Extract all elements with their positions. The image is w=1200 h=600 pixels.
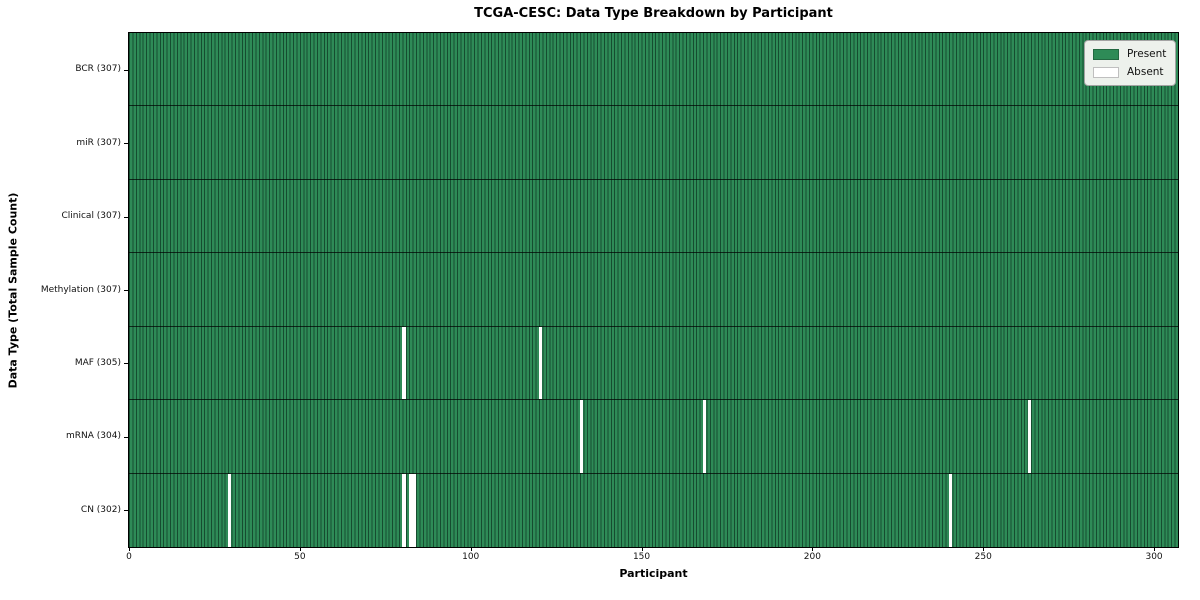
absent-swatch-icon [1093,66,1119,78]
heatmap-row-cn [129,473,1178,547]
legend-item-absent: Absent [1093,66,1166,78]
absent-cell [402,326,406,400]
x-tick-label: 300 [1145,552,1163,562]
heatmap-plot-area [128,32,1179,548]
y-tick-label-cn: CN (302) [80,504,121,515]
absent-cell [539,326,543,400]
y-tick-mark [124,363,128,365]
x-tick-mark [470,547,472,551]
legend-label-present: Present [1127,48,1167,60]
legend: Present Absent [1084,40,1177,86]
heatmap-row-maf [129,326,1178,401]
absent-cell [1027,400,1032,473]
y-tick-label-methylation: Methylation (307) [40,284,121,295]
y-tick-label-mrna: mRNA (304) [66,431,121,442]
heatmap-rows [129,33,1178,547]
absent-cell [402,473,406,547]
absent-cell [580,400,584,473]
x-tick-label: 50 [294,552,306,562]
heatmap-row-clinical [129,179,1178,254]
y-tick-mark [124,436,128,438]
x-tick-mark [129,547,130,551]
absent-cell [409,473,413,547]
x-tick-mark [1154,547,1156,551]
absent-cell [703,400,707,473]
x-axis-label: Participant [619,567,688,580]
x-tick-label: 0 [126,552,132,562]
y-tick-mark [124,216,128,218]
x-tick-label: 100 [462,552,480,562]
heatmap-row-mrna [129,400,1178,474]
legend-item-present: Present [1093,48,1166,60]
x-tick-mark [641,547,643,551]
x-tick-label: 150 [632,552,651,562]
y-tick-mark [124,143,128,145]
x-tick-mark [812,547,814,551]
x-tick-mark [983,547,985,551]
chart-title: TCGA-CESC: Data Type Breakdown by Partic… [474,6,833,21]
y-tick-label-clinical: Clinical (307) [61,211,121,222]
y-tick-label-maf: MAF (305) [74,357,121,368]
heatmap-row-bcr [129,33,1178,107]
heatmap-row-methylation [129,253,1178,327]
absent-cell [228,473,232,547]
x-tick-label: 250 [974,552,992,562]
y-tick-mark [124,510,128,512]
absent-cell [412,473,416,547]
y-tick-label-bcr: BCR (307) [75,64,121,75]
legend-label-absent: Absent [1127,66,1164,78]
y-tick-mark [124,69,128,71]
x-tick-mark [299,547,301,551]
absent-cell [949,473,953,547]
x-tick-label: 200 [803,552,821,562]
y-tick-mark [124,290,128,291]
present-swatch-icon [1093,48,1119,60]
heatmap-row-mir [129,106,1178,180]
y-tick-label-mir: miR (307) [76,137,121,148]
